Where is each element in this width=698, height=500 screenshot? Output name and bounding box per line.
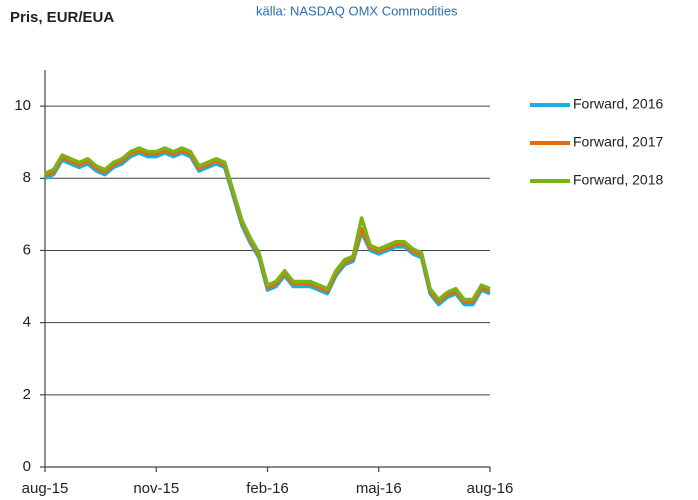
x-tick-label: nov-15: [133, 480, 179, 497]
y-tick-label: 10: [14, 97, 31, 114]
y-tick-label: 4: [23, 314, 31, 331]
x-tick-label: aug-16: [467, 480, 514, 497]
x-tick-label: feb-16: [246, 480, 289, 497]
x-tick-label: maj-16: [356, 480, 402, 497]
legend-label: Forward, 2018: [573, 172, 663, 188]
y-tick-label: 8: [23, 169, 31, 186]
y-tick-label: 0: [23, 458, 31, 475]
series-line: [44, 148, 491, 304]
series-line: [44, 151, 491, 307]
series-line: [44, 146, 491, 302]
chart-subtitle: källa: NASDAQ OMX Commodities: [256, 3, 458, 18]
chart-title: Pris, EUR/EUA: [10, 9, 114, 26]
legend-label: Forward, 2016: [573, 96, 663, 112]
legend-label: Forward, 2017: [573, 134, 663, 150]
x-tick-label: aug-15: [22, 480, 69, 497]
y-tick-label: 6: [23, 241, 31, 258]
y-tick-label: 2: [23, 386, 31, 403]
